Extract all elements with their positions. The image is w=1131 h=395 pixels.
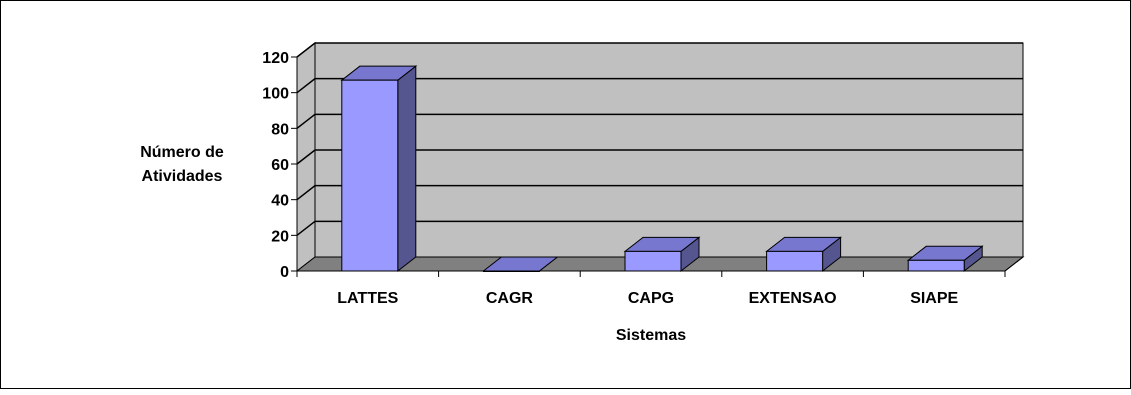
y-tick-label: 0 <box>280 264 289 281</box>
bar-capg <box>624 250 682 272</box>
y-tick-label: 120 <box>262 50 289 67</box>
x-tick-label: SIAPE <box>910 290 958 307</box>
x-tick-label: EXTENSAO <box>749 290 837 307</box>
y-axis-title-line-2: Atividades <box>141 168 223 185</box>
bar-side-lattes <box>397 65 417 273</box>
y-tick-label: 100 <box>262 86 289 103</box>
x-tick-label: CAGR <box>486 290 534 307</box>
gridline <box>296 149 1023 165</box>
y-tick-label: 60 <box>271 157 289 174</box>
x-tick-label: CAPG <box>628 290 674 307</box>
y-tick-label: 40 <box>271 193 289 210</box>
x-tick-label: LATTES <box>337 290 398 307</box>
bar-siape <box>907 259 965 272</box>
gridline <box>296 113 1023 129</box>
gridline <box>296 184 1023 201</box>
gridline <box>296 42 1023 58</box>
floor-edge <box>1004 256 1024 272</box>
y-axis-title: Número de Atividades <box>117 141 247 189</box>
y-tick-label: 80 <box>271 121 289 138</box>
bar-cagr <box>482 270 540 272</box>
gridline <box>296 220 1023 236</box>
y-axis-title-line-1: Número de <box>140 144 224 161</box>
gridline <box>296 77 1023 94</box>
bar-extensao <box>766 250 824 272</box>
bar-lattes <box>341 79 399 272</box>
x-axis-title: Sistemas <box>615 327 687 344</box>
y-tick-label: 20 <box>271 228 289 245</box>
